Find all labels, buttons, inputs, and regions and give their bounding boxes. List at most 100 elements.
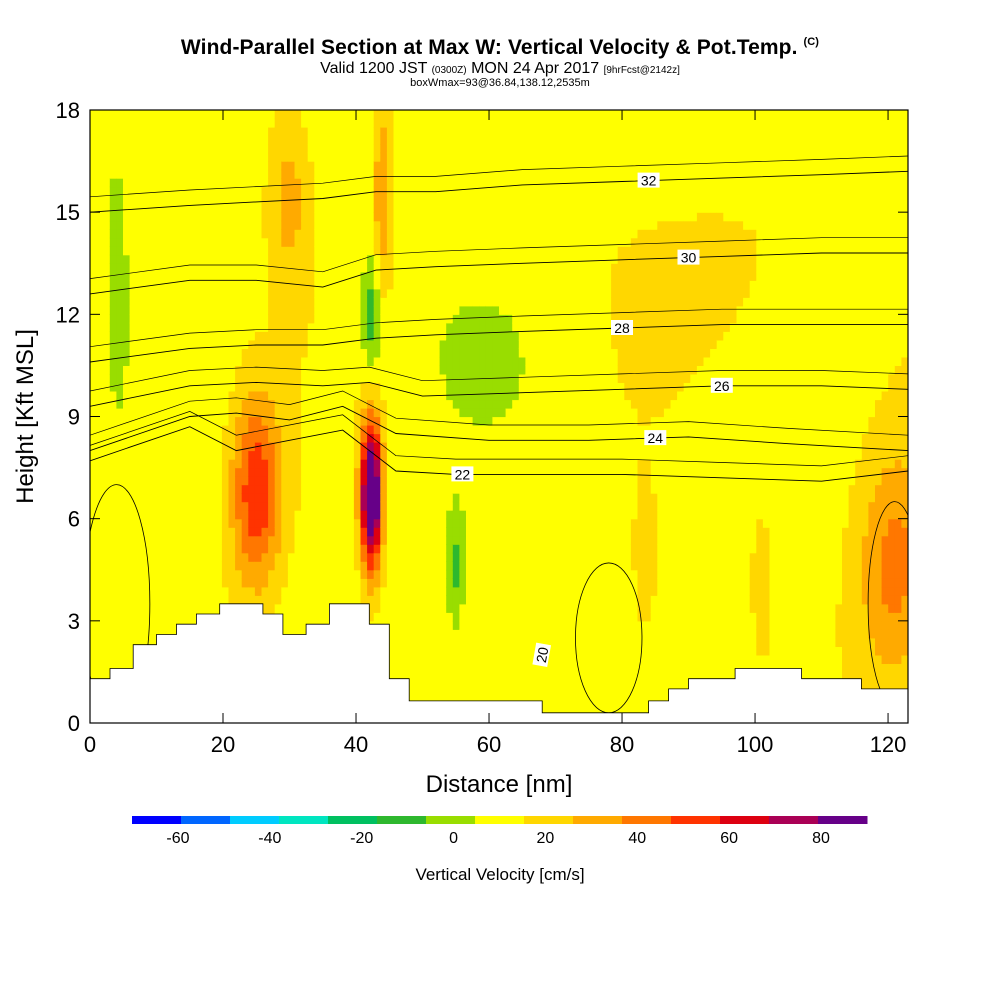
velocity-cell — [512, 459, 520, 469]
velocity-cell — [136, 373, 144, 383]
velocity-cell — [386, 527, 395, 537]
velocity-cell — [287, 518, 296, 528]
velocity-cell — [261, 459, 269, 469]
velocity-cell — [452, 144, 460, 154]
velocity-cell — [393, 459, 401, 469]
velocity-cell — [235, 527, 243, 537]
velocity-cell — [129, 442, 137, 452]
velocity-cell — [287, 467, 296, 477]
velocity-cell — [472, 110, 480, 120]
velocity-cell — [136, 408, 144, 418]
velocity-cell — [109, 408, 117, 418]
velocity-cell — [307, 237, 315, 247]
velocity-cell — [274, 152, 282, 162]
velocity-cell — [261, 322, 269, 332]
velocity-cell — [538, 305, 546, 315]
velocity-cell — [314, 118, 322, 128]
velocity-cell — [175, 161, 183, 171]
velocity-cell — [400, 501, 408, 511]
velocity-cell — [532, 680, 540, 690]
velocity-cell — [96, 408, 104, 418]
velocity-cell — [142, 331, 150, 341]
velocity-cell — [400, 254, 408, 264]
velocity-cell — [221, 152, 230, 162]
velocity-cell — [254, 484, 263, 494]
velocity-cell — [103, 373, 111, 383]
velocity-cell — [512, 110, 520, 120]
velocity-cell — [301, 629, 309, 639]
velocity-cell — [129, 637, 137, 647]
velocity-cell — [400, 118, 408, 128]
velocity-cell — [202, 127, 210, 137]
velocity-cell — [386, 246, 395, 256]
velocity-cell — [419, 595, 427, 605]
velocity-cell — [274, 314, 282, 324]
velocity-cell — [479, 161, 487, 171]
velocity-cell — [373, 220, 381, 230]
velocity-cell — [518, 144, 526, 154]
velocity-cell — [499, 237, 507, 247]
velocity-cell — [538, 297, 546, 307]
velocity-cell — [367, 569, 375, 579]
velocity-cell — [406, 425, 414, 435]
velocity-cell — [452, 501, 460, 511]
velocity-cell — [195, 501, 203, 511]
velocity-cell — [386, 144, 395, 154]
velocity-cell — [472, 161, 480, 171]
velocity-cell — [142, 382, 150, 392]
velocity-cell — [353, 195, 362, 205]
velocity-cell — [538, 229, 546, 239]
velocity-cell — [116, 331, 124, 341]
velocity-cell — [373, 612, 381, 622]
velocity-cell — [413, 178, 421, 188]
velocity-cell — [235, 203, 243, 213]
velocity-cell — [195, 484, 203, 494]
velocity-cell — [189, 518, 197, 528]
velocity-cell — [334, 484, 342, 494]
velocity-cell — [360, 450, 368, 460]
velocity-cell — [162, 450, 170, 460]
velocity-cell — [479, 476, 487, 486]
velocity-cell — [466, 671, 474, 681]
velocity-cell — [472, 297, 480, 307]
velocity-cell — [426, 373, 434, 383]
velocity-cell — [479, 569, 487, 579]
velocity-cell — [274, 442, 282, 452]
velocity-cell — [301, 450, 309, 460]
velocity-cell — [248, 561, 256, 571]
velocity-cell — [294, 544, 302, 554]
velocity-cell — [373, 271, 381, 281]
velocity-cell — [518, 195, 526, 205]
velocity-cell — [169, 322, 177, 332]
velocity-cell — [103, 212, 111, 222]
velocity-cell — [472, 603, 480, 613]
velocity-cell — [268, 348, 276, 358]
velocity-cell — [96, 561, 104, 571]
velocity-cell — [413, 510, 421, 520]
velocity-cell — [532, 612, 540, 622]
velocity-cell — [472, 629, 480, 639]
velocity-cell — [287, 331, 296, 341]
velocity-cell — [386, 297, 395, 307]
velocity-cell — [499, 680, 507, 690]
velocity-cell — [334, 442, 342, 452]
velocity-cell — [156, 459, 164, 469]
velocity-cell — [320, 476, 329, 486]
velocity-cell — [182, 297, 190, 307]
velocity-cell — [518, 365, 526, 375]
velocity-cell — [149, 263, 157, 273]
velocity-cell — [169, 254, 177, 264]
velocity-cell — [518, 561, 526, 571]
velocity-cell — [109, 118, 117, 128]
velocity-cell — [162, 127, 170, 137]
velocity-cell — [373, 297, 381, 307]
velocity-cell — [512, 688, 520, 698]
velocity-cell — [393, 220, 401, 230]
velocity-cell — [208, 331, 216, 341]
velocity-cell — [254, 144, 263, 154]
velocity-cell — [136, 118, 144, 128]
velocity-cell — [433, 578, 441, 588]
velocity-cell — [406, 527, 414, 537]
velocity-cell — [512, 408, 520, 418]
velocity-cell — [301, 118, 309, 128]
